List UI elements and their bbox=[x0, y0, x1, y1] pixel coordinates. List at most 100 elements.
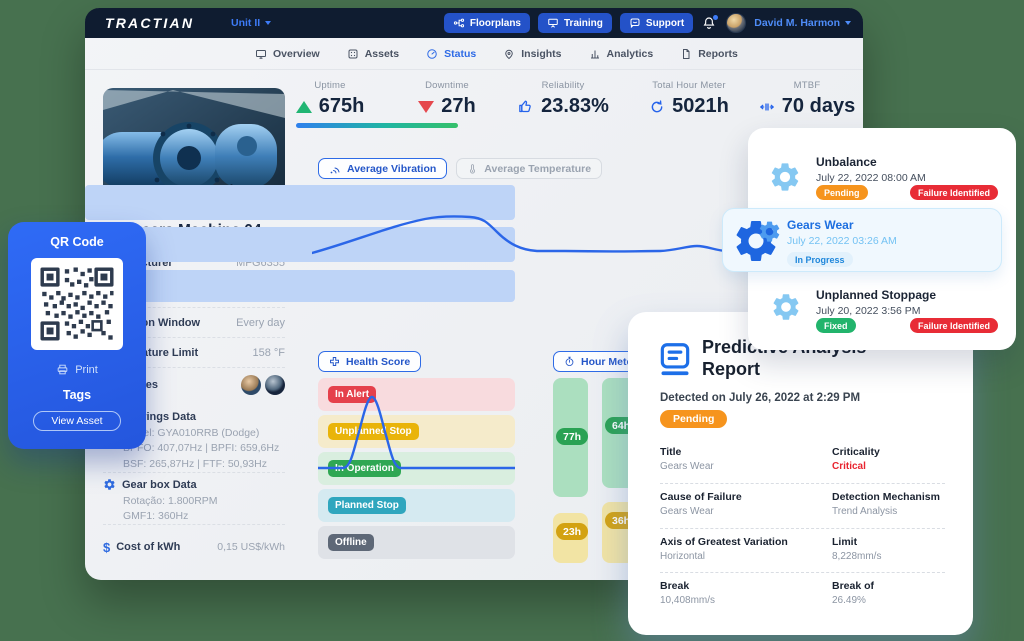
field-label: Title bbox=[660, 446, 682, 458]
report-field-limit: Limit 8,228mm/s bbox=[832, 536, 982, 562]
stat-total-hour-meter: Total Hour Meter 5021h bbox=[619, 80, 759, 118]
field-label: Cause of Failure bbox=[660, 491, 742, 503]
chevron-down-icon bbox=[265, 21, 272, 25]
tab-average-vibration[interactable]: Average Vibration bbox=[318, 158, 448, 179]
cost-of-kwh-row: $ Cost of kWh 0,15 US$/kWh bbox=[103, 532, 285, 562]
gearbox-data-block: Gear box Data Rotação: 1.800RPM GMF1: 36… bbox=[103, 478, 285, 522]
monitor-icon bbox=[256, 49, 266, 59]
triangle-down-icon bbox=[418, 100, 435, 113]
section-tabs: Overview Assets Status Insights Analytic… bbox=[85, 38, 863, 70]
cost-label: Cost of kWh bbox=[116, 541, 181, 553]
status-badge: Unplanned Stop bbox=[328, 423, 419, 440]
support-button[interactable]: Support bbox=[619, 13, 694, 33]
assignee-avatars bbox=[241, 375, 285, 395]
tab-label: Hour Meter bbox=[581, 355, 637, 368]
failure-badge: Failure Identified bbox=[909, 318, 998, 333]
field-label: Detection Mechanism bbox=[832, 491, 940, 503]
bar-chart-icon bbox=[590, 50, 599, 58]
tab-reports[interactable]: Reports bbox=[680, 48, 738, 60]
tab-assets[interactable]: Assets bbox=[347, 48, 399, 60]
cost-value: 0,15 US$/kWh bbox=[217, 541, 285, 553]
printer-icon bbox=[57, 364, 68, 375]
hour-dial-icon bbox=[651, 99, 663, 112]
field-value: 10,408mm/s bbox=[660, 595, 716, 606]
field-value: Gears Wear bbox=[660, 461, 714, 472]
gear-icon bbox=[103, 478, 116, 491]
notification-dot bbox=[713, 14, 719, 20]
notification-title: Unbalance bbox=[816, 155, 877, 169]
gauge-icon bbox=[427, 48, 437, 59]
vibration-icon bbox=[330, 167, 340, 173]
field-label: Break bbox=[660, 580, 690, 592]
training-button[interactable]: Training bbox=[538, 13, 612, 33]
notification-title: Unplanned Stoppage bbox=[816, 288, 936, 302]
user-avatar[interactable] bbox=[726, 13, 747, 33]
stat-label: Total Hour Meter bbox=[652, 80, 726, 91]
unit-selector-label: Unit II bbox=[231, 17, 261, 29]
health-score-tab[interactable]: Health Score bbox=[318, 351, 422, 372]
stat-value: 23.83% bbox=[541, 95, 609, 117]
failure-badge: Failure Identified bbox=[909, 185, 998, 200]
divider bbox=[103, 524, 285, 525]
training-label: Training bbox=[564, 17, 603, 29]
chevron-down-icon bbox=[845, 21, 851, 25]
notification-gears-wear[interactable]: Gears Wear July 22, 2022 03:26 AM In Pro… bbox=[722, 208, 1002, 272]
stat-label: Uptime bbox=[314, 80, 346, 91]
field-value: Gears Wear bbox=[660, 506, 714, 517]
status-badge: In Alert bbox=[328, 386, 377, 403]
triangle-up-icon bbox=[295, 100, 312, 113]
report-field-axis: Axis of Greatest Variation Horizontal bbox=[660, 536, 825, 562]
print-label: Print bbox=[75, 363, 98, 376]
gear-alert-icon bbox=[768, 160, 802, 194]
field-value: 26.49% bbox=[832, 595, 866, 606]
mtbf-icon bbox=[759, 102, 774, 111]
support-label: Support bbox=[645, 17, 685, 29]
tab-label: Health Score bbox=[346, 355, 411, 368]
dollar-icon: $ bbox=[103, 539, 111, 555]
field-value: 8,228mm/s bbox=[832, 551, 882, 562]
top-navbar: TRACTIAN Unit II Floorplans Training Sup… bbox=[85, 8, 863, 38]
field-value-critical: Critical bbox=[832, 461, 866, 472]
stat-value: 70 days bbox=[781, 95, 856, 117]
tab-insights[interactable]: Insights bbox=[503, 47, 562, 60]
health-band-unplanned-stop: Unplanned Stop bbox=[318, 415, 515, 448]
stat-uptime: Uptime 675h bbox=[260, 80, 400, 118]
avatar[interactable] bbox=[241, 375, 261, 395]
detail-value: Every day bbox=[236, 316, 285, 329]
hour-meter-tab[interactable]: Hour Meter bbox=[553, 351, 648, 372]
floorplans-button[interactable]: Floorplans bbox=[443, 13, 530, 33]
bearings-line: Model: GYA010RRB (Dodge) bbox=[123, 426, 260, 439]
avatar[interactable] bbox=[265, 375, 285, 395]
health-cross-icon bbox=[330, 357, 339, 366]
thermometer-icon bbox=[470, 164, 476, 174]
gears-wear-icon bbox=[731, 215, 781, 267]
tab-status[interactable]: Status bbox=[426, 48, 476, 60]
tab-analytics[interactable]: Analytics bbox=[589, 48, 653, 60]
vibration-line-chart bbox=[312, 215, 742, 255]
report-field-cause: Cause of Failure Gears Wear bbox=[660, 491, 810, 517]
tab-label: Insights bbox=[521, 47, 562, 60]
gearbox-line: Rotação: 1.800RPM bbox=[123, 494, 218, 507]
report-field-break-of: Break of 26.49% bbox=[832, 580, 982, 606]
stat-downtime: Downtime 27h bbox=[377, 80, 517, 118]
notification-title: Gears Wear bbox=[787, 218, 854, 232]
tab-label: Status bbox=[444, 47, 477, 60]
view-asset-label: View Asset bbox=[51, 415, 103, 427]
notifications-panel: Unbalance July 22, 2022 08:00 AM Pending… bbox=[722, 128, 1016, 350]
unit-selector[interactable]: Unit II bbox=[231, 17, 272, 29]
tab-label: Reports bbox=[698, 47, 738, 60]
tab-overview[interactable]: Overview bbox=[255, 48, 320, 60]
report-field-title: Title Gears Wear bbox=[660, 446, 810, 472]
grid-icon bbox=[348, 49, 358, 58]
qr-code-card: QR Code Print Tags bbox=[8, 222, 146, 449]
user-menu[interactable]: David M. Harmon bbox=[754, 17, 851, 29]
print-button[interactable]: Print bbox=[8, 363, 146, 376]
uptime-gradient-bar bbox=[296, 123, 458, 128]
stat-mtbf: MTBF 70 days bbox=[737, 80, 877, 118]
tab-average-temperature[interactable]: Average Temperature bbox=[456, 158, 603, 179]
field-value: Horizontal bbox=[660, 551, 706, 562]
view-asset-button[interactable]: View Asset bbox=[33, 411, 121, 431]
navbar-actions: Floorplans Training Support David M. Har… bbox=[443, 13, 851, 33]
gearbox-line: GMF1: 360Hz bbox=[123, 510, 189, 522]
notification-bell[interactable] bbox=[701, 14, 719, 32]
